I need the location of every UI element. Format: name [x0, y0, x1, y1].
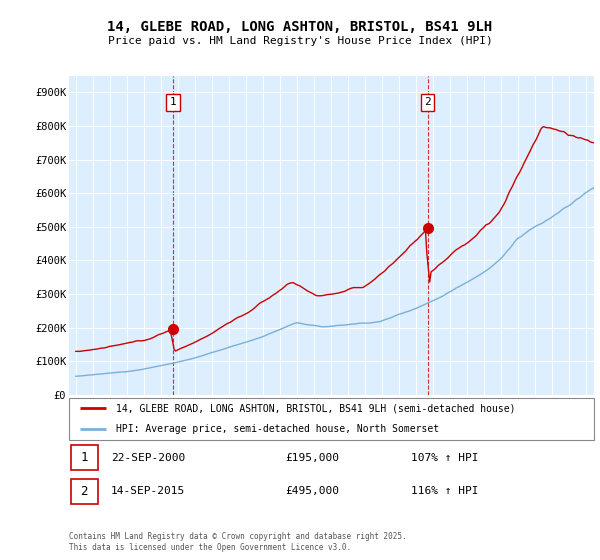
Text: 14, GLEBE ROAD, LONG ASHTON, BRISTOL, BS41 9LH (semi-detached house): 14, GLEBE ROAD, LONG ASHTON, BRISTOL, BS… — [116, 403, 516, 413]
Text: HPI: Average price, semi-detached house, North Somerset: HPI: Average price, semi-detached house,… — [116, 424, 439, 434]
Text: 107% ↑ HPI: 107% ↑ HPI — [411, 452, 479, 463]
Text: 2: 2 — [424, 97, 431, 108]
Text: £495,000: £495,000 — [285, 486, 339, 496]
FancyBboxPatch shape — [71, 445, 97, 470]
Text: 1: 1 — [80, 451, 88, 464]
Text: 116% ↑ HPI: 116% ↑ HPI — [411, 486, 479, 496]
Text: 2: 2 — [80, 484, 88, 498]
Text: £195,000: £195,000 — [285, 452, 339, 463]
FancyBboxPatch shape — [71, 478, 97, 504]
Text: Contains HM Land Registry data © Crown copyright and database right 2025.
This d: Contains HM Land Registry data © Crown c… — [69, 532, 407, 552]
Text: 14-SEP-2015: 14-SEP-2015 — [111, 486, 185, 496]
Text: 14, GLEBE ROAD, LONG ASHTON, BRISTOL, BS41 9LH: 14, GLEBE ROAD, LONG ASHTON, BRISTOL, BS… — [107, 20, 493, 34]
FancyBboxPatch shape — [69, 398, 594, 440]
Text: 1: 1 — [170, 97, 176, 108]
Text: Price paid vs. HM Land Registry's House Price Index (HPI): Price paid vs. HM Land Registry's House … — [107, 36, 493, 46]
Text: 22-SEP-2000: 22-SEP-2000 — [111, 452, 185, 463]
